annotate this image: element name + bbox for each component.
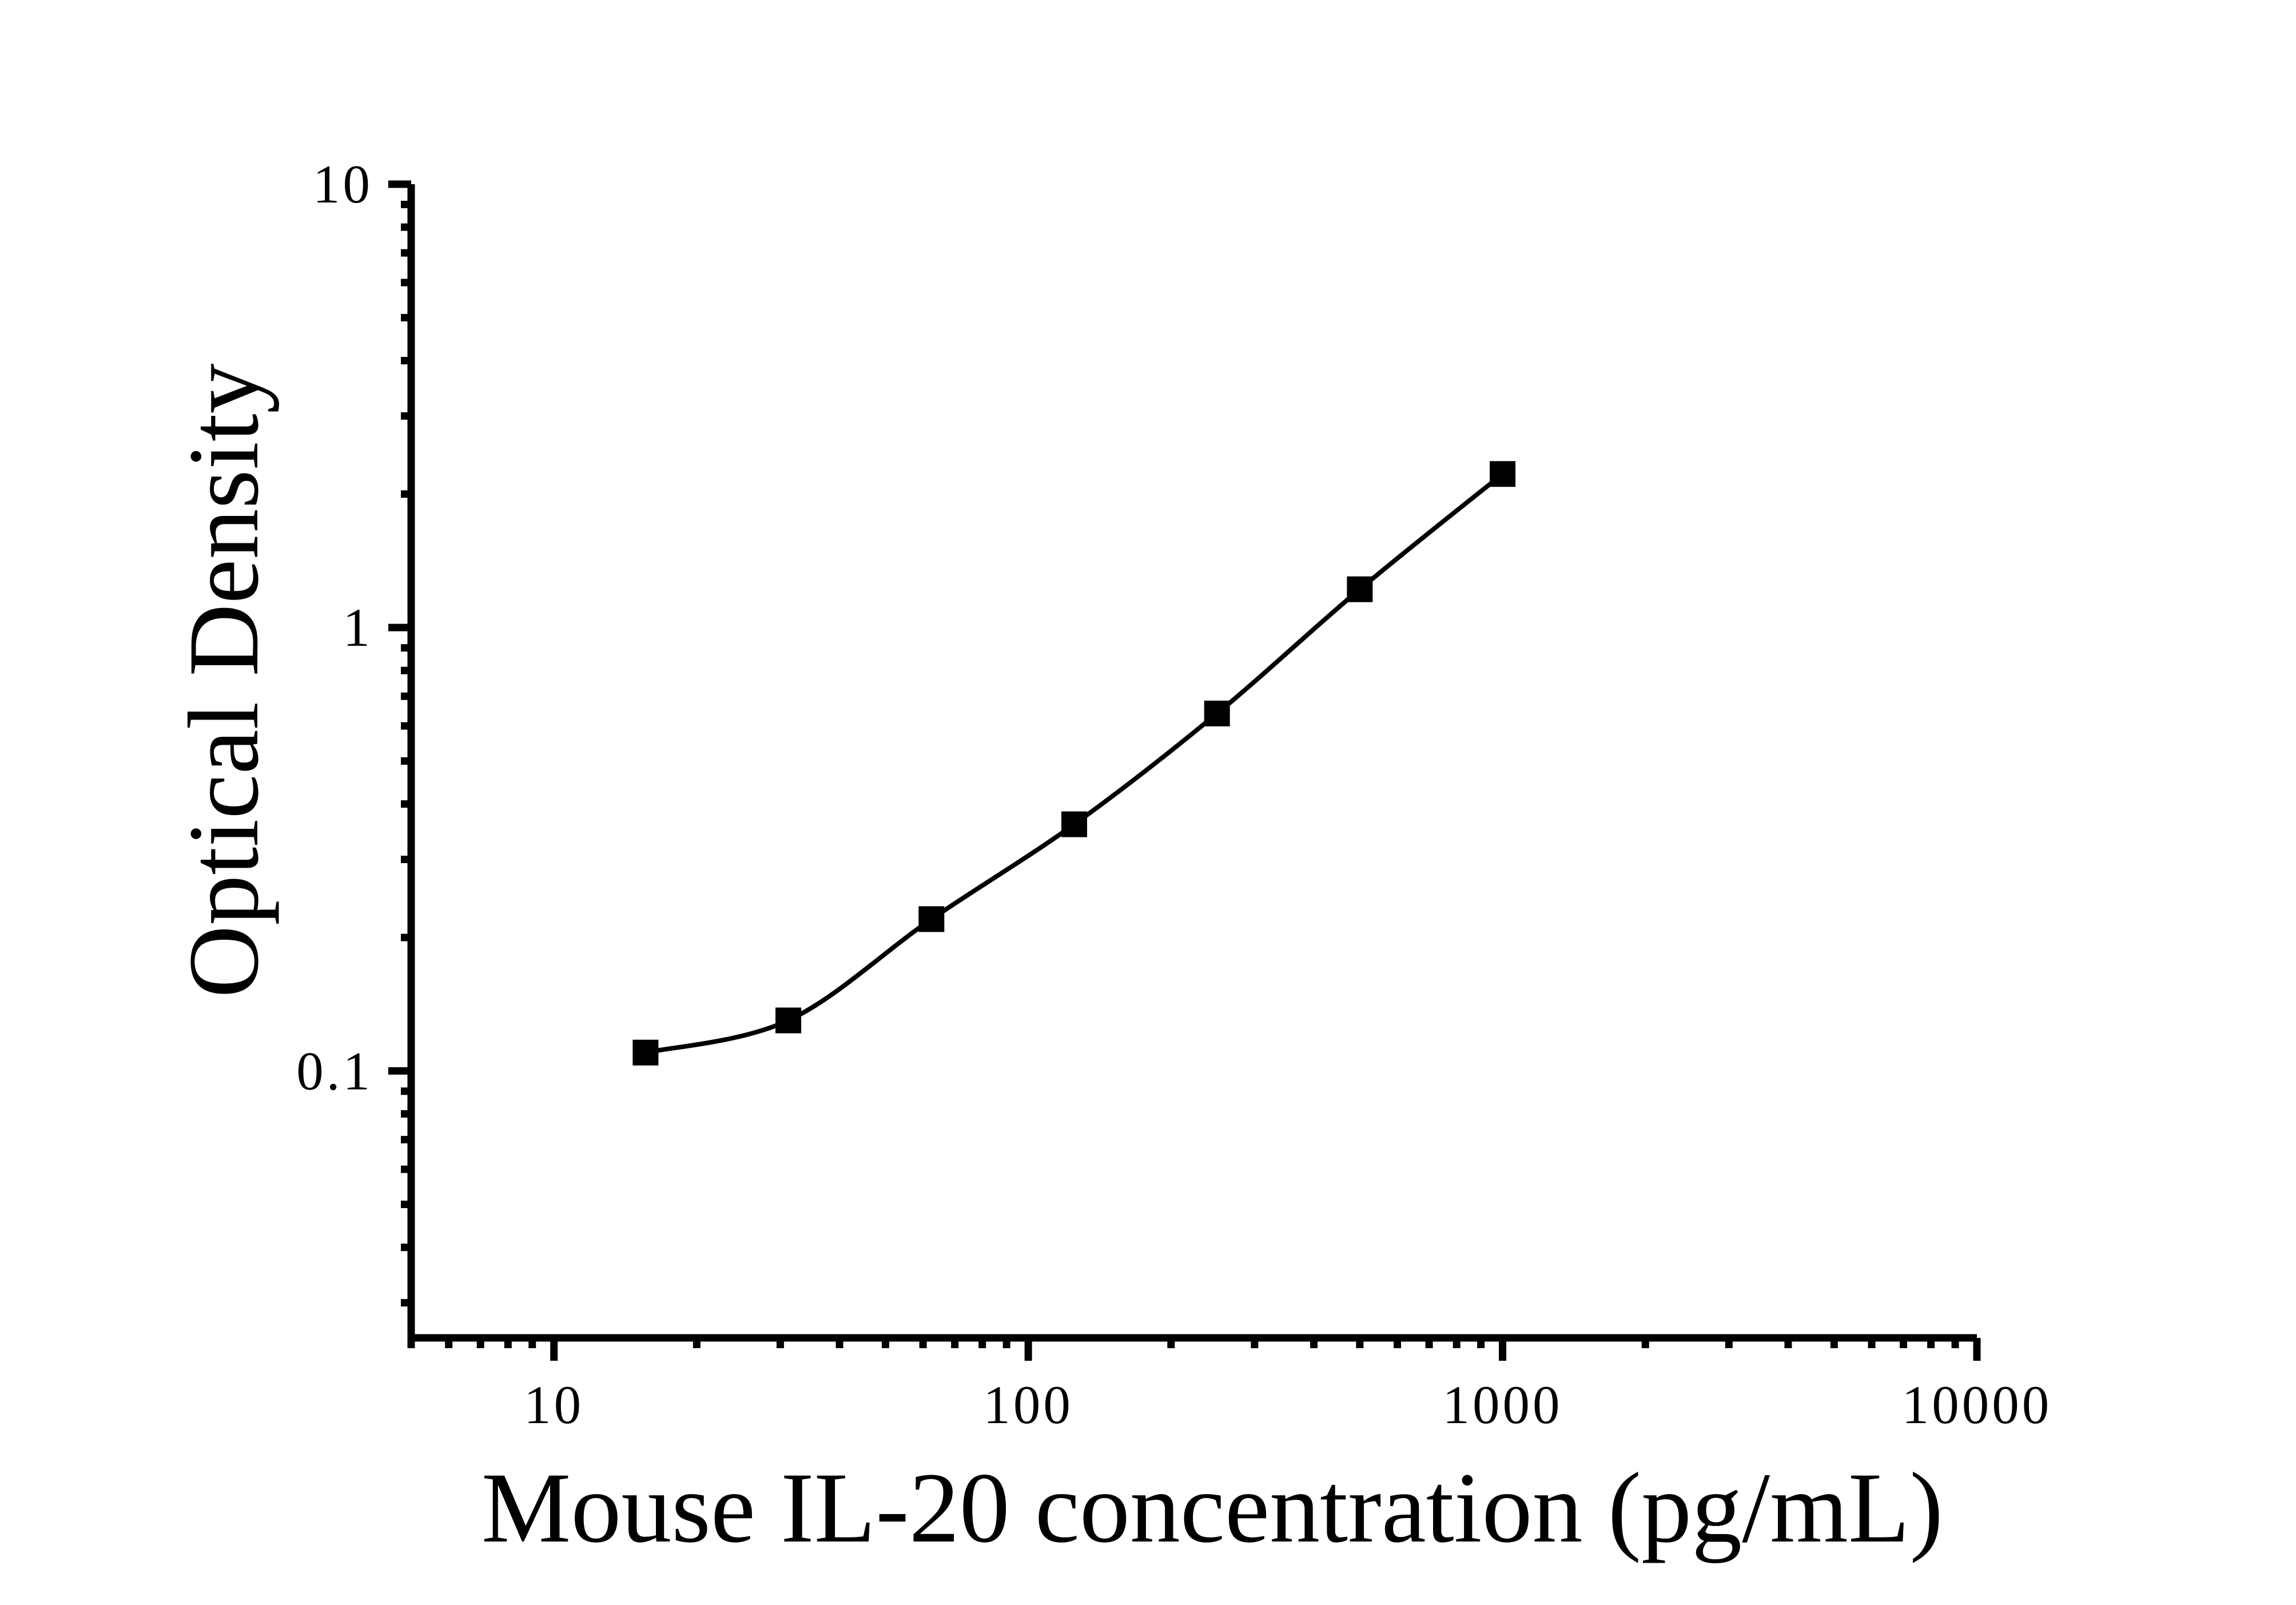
y-tick-label: 10 (313, 154, 373, 214)
data-point-marker (1490, 461, 1516, 487)
x-axis-title: Mouse IL-20 concentration (pg/mL) (482, 1452, 1943, 1564)
data-point-marker (1347, 576, 1373, 602)
y-tick-label: 0.1 (296, 1040, 373, 1101)
data-point-marker (775, 1007, 802, 1034)
x-tick-label: 10 (524, 1374, 584, 1435)
x-tick-label: 10000 (1902, 1374, 2052, 1435)
data-point-marker (1061, 811, 1088, 837)
fit-curve (644, 472, 1505, 1055)
data-point-marker (632, 1039, 659, 1066)
y-tick-label: 1 (343, 597, 373, 658)
x-tick-label: 1000 (1443, 1374, 1563, 1435)
data-point-marker (918, 906, 945, 932)
x-tick-label: 100 (983, 1374, 1073, 1435)
data-point-marker (1204, 700, 1230, 726)
y-axis-title: Optical Density (168, 363, 280, 998)
plot-area: 10 100 1000 10000 0.1 1 10 (296, 154, 2052, 1435)
